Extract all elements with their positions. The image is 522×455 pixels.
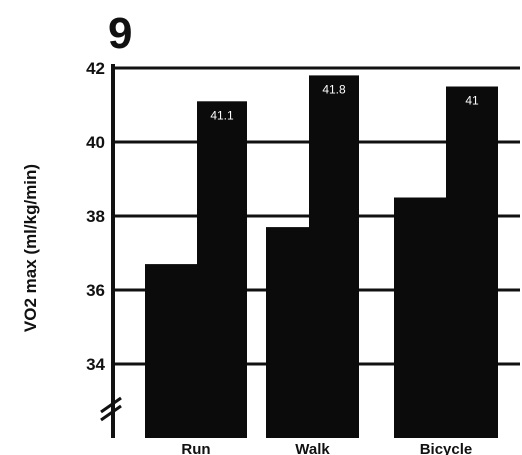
bar-walk-post [309, 75, 359, 439]
data-labels: 41.1 41.8 41 [210, 82, 479, 122]
bar-run-pre [145, 264, 197, 438]
figure-number: 9 [108, 9, 132, 58]
y-tick-labels: 34 36 38 40 42 [86, 59, 105, 374]
y-tick-label-38: 38 [86, 207, 105, 226]
bars [145, 75, 498, 439]
bar-bicycle-post [446, 86, 498, 438]
y-tick-label-42: 42 [86, 59, 105, 78]
category-labels: Run Walk Bicycle [181, 441, 472, 455]
bar-run-post [197, 101, 247, 439]
data-label-run: 41.1 [210, 108, 234, 122]
y-axis-label: VO2 max (ml/kg/min) [21, 164, 40, 332]
bar-bicycle-pre [394, 197, 446, 438]
category-label-run: Run [181, 441, 210, 455]
category-label-walk: Walk [295, 441, 330, 455]
axis-break-mark [100, 396, 122, 414]
bar-walk-pre [266, 227, 309, 438]
axis-break-mark [100, 404, 122, 422]
axis-break [100, 396, 122, 422]
y-tick-label-40: 40 [86, 133, 105, 152]
y-tick-label-34: 34 [86, 355, 105, 374]
data-label-walk: 41.8 [322, 82, 346, 96]
category-label-bicycle: Bicycle [420, 441, 473, 455]
y-tick-label-36: 36 [86, 281, 105, 300]
data-label-bicycle: 41 [465, 94, 479, 108]
